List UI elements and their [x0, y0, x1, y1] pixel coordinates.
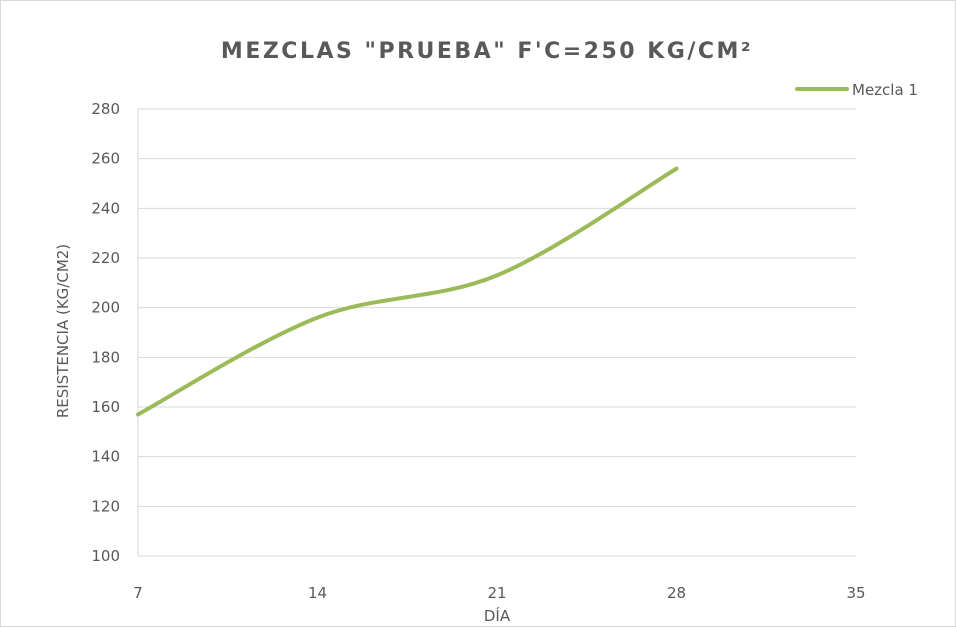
legend-label-mezcla-1: Mezcla 1	[852, 81, 918, 99]
y-axis-title: RESISTENCIA (KG/CM2)	[54, 244, 72, 418]
axes	[137, 109, 856, 557]
gridlines	[138, 108, 856, 507]
y-tick-label: 260	[91, 150, 120, 168]
x-tick-label: 7	[133, 584, 143, 602]
x-tick-label: 14	[308, 584, 327, 602]
x-tick-label: 21	[487, 584, 506, 602]
y-tick-label: 140	[91, 448, 120, 466]
y-tick-label: 200	[91, 299, 120, 317]
y-tick-label: 180	[91, 348, 120, 366]
x-tick-label: 28	[667, 584, 686, 602]
y-tick-label: 280	[91, 100, 120, 118]
y-tick-label: 120	[91, 497, 120, 515]
y-tick-label: 220	[91, 249, 120, 267]
y-tick-label: 160	[91, 398, 120, 416]
x-axis-title: DÍA	[484, 606, 511, 625]
y-tick-label: 240	[91, 199, 120, 217]
legend: Mezcla 1	[795, 81, 918, 99]
y-axis-ticks: 100 120 140 160 180 200 220 240 260 280	[91, 100, 120, 565]
x-tick-label: 35	[846, 584, 865, 602]
y-tick-label: 100	[91, 547, 120, 565]
x-axis-ticks: 7 14 21 28 35	[133, 584, 865, 602]
series-layer	[136, 166, 679, 417]
series-line-0	[136, 166, 679, 417]
chart-title: MEZCLAS "PRUEBA" F'C=250 KG/CM²	[221, 39, 753, 64]
